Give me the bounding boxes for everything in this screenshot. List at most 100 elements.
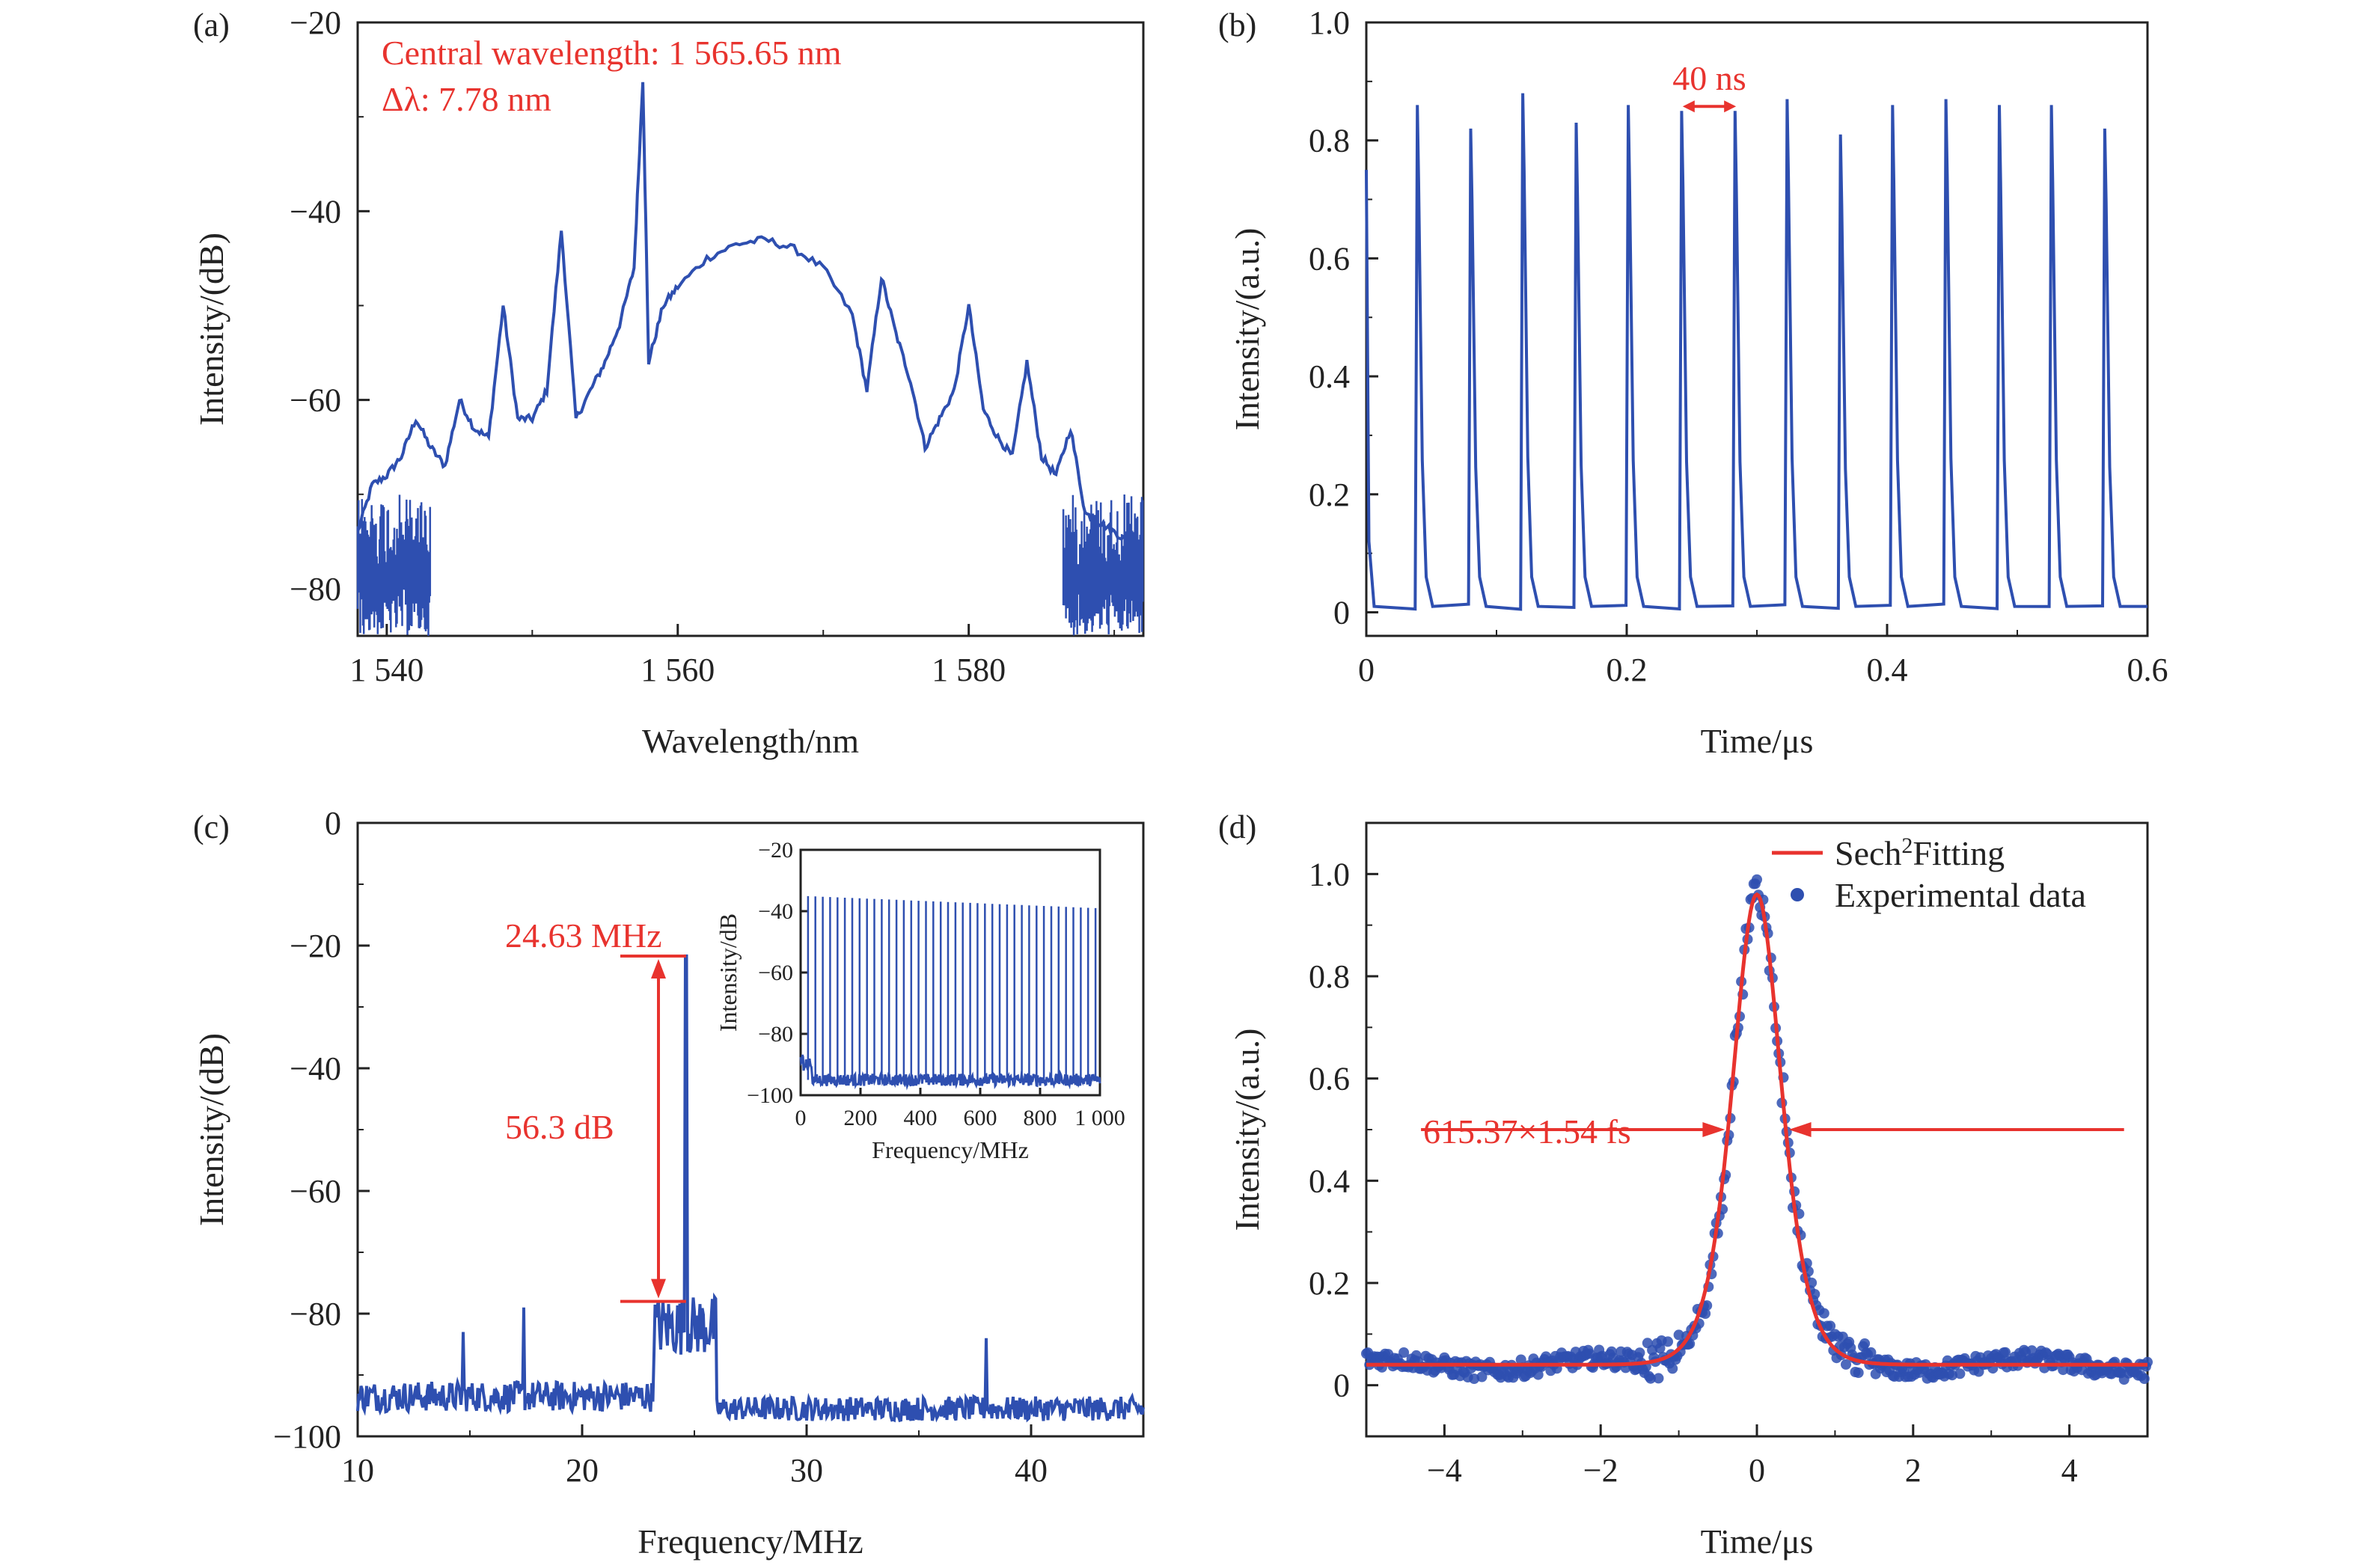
panel-c-ticks: 10 20 30 400 −20 −40 −60 −80 −100 <box>273 805 1144 1489</box>
experimental-point <box>1476 1371 1488 1382</box>
experimental-point <box>1634 1347 1645 1359</box>
x-tick-label: 0 <box>1358 652 1375 688</box>
x-tick-label: 600 <box>964 1106 997 1130</box>
y-tick-label: −60 <box>758 961 793 985</box>
inset-xlabel: Frequency/MHz <box>872 1136 1029 1163</box>
panel-a-label: (a) <box>193 7 230 43</box>
inset-harmonics <box>807 895 1097 1080</box>
y-tick-label: 0.4 <box>1309 358 1350 395</box>
experimental-point <box>2139 1373 2150 1384</box>
experimental-point <box>1947 1370 1957 1381</box>
y-tick-label: 0.4 <box>1309 1163 1350 1199</box>
experimental-point <box>1825 1320 1836 1332</box>
x-tick-label: −4 <box>1427 1452 1462 1489</box>
y-tick-label: −20 <box>290 928 341 964</box>
y-tick-label: 0.6 <box>1309 240 1350 277</box>
x-tick-label: 0 <box>795 1106 807 1130</box>
snr-arrow-head-bottom <box>651 1278 666 1299</box>
y-tick-label: 0 <box>1333 594 1350 631</box>
panel-a: (a) 1 540 1 560 1 580 −20 −40 −60 −80 Central … <box>192 4 1145 760</box>
experimental-point <box>2058 1365 2069 1376</box>
panel-b-pulse-train-line <box>1365 93 2148 611</box>
panel-a-spectrum-line <box>356 82 1144 553</box>
y-tick-label: −60 <box>290 1173 341 1210</box>
x-tick-label: 1 560 <box>641 652 715 688</box>
x-tick-label: 0 <box>1749 1452 1765 1489</box>
experimental-point <box>1398 1347 1410 1358</box>
x-tick-label: 1 000 <box>1074 1106 1125 1130</box>
x-tick-label: 4 <box>2061 1452 2078 1489</box>
panel-d-legend: Sech2Fitting Experimental data <box>1772 833 2086 914</box>
edge-noise <box>1062 494 1144 636</box>
panel-d-ylabel: Intensity/(a.u.) <box>1228 1029 1266 1231</box>
y-tick-label: −100 <box>747 1083 793 1108</box>
experimental-point <box>1853 1368 1864 1378</box>
x-tick-label: 400 <box>904 1106 938 1130</box>
x-tick-label: 800 <box>1024 1106 1057 1130</box>
experimental-point <box>1818 1308 1829 1319</box>
inset-ticks: 0 200 400 600 800 1 000 −20 −40 −60 −80 −100 <box>747 838 1125 1130</box>
x-tick-label: 30 <box>790 1452 823 1489</box>
panel-b-period-annotation <box>1682 100 1737 113</box>
panel-d-sech2-fit-line <box>1366 892 2147 1367</box>
panel-d-fwhm-arrows <box>1421 1122 2124 1137</box>
panel-d-label: (d) <box>1218 809 1256 845</box>
experimental-point <box>1667 1363 1678 1374</box>
inset-noise-floor <box>799 1054 1101 1091</box>
panel-d-xlabel: Time/μs <box>1701 1522 1814 1561</box>
x-tick-label: 2 <box>1905 1452 1922 1489</box>
period-arrow-head-left <box>1682 100 1695 113</box>
y-tick-label: 0.2 <box>1309 477 1350 513</box>
fwhm-arrow-left-head <box>1702 1122 1725 1137</box>
panel-a-ylabel: Intensity/(dB) <box>192 233 230 426</box>
y-tick-label: −60 <box>290 382 341 419</box>
y-tick-label: −80 <box>758 1022 793 1047</box>
experimental-point <box>1532 1369 1544 1380</box>
experimental-point <box>1700 1308 1711 1319</box>
x-tick-label: 10 <box>341 1452 374 1489</box>
experimental-point <box>1663 1336 1673 1347</box>
y-tick-label: −40 <box>758 899 793 924</box>
y-tick-label: 0.8 <box>1309 958 1350 995</box>
panel-d-fwhm-label: 615.37×1.54 fs <box>1423 1112 1631 1151</box>
y-tick-label: 0.6 <box>1309 1061 1350 1097</box>
panel-a-delta-lambda: Δλ: 7.78 nm <box>382 80 551 118</box>
legend-data-swatch <box>1791 888 1804 901</box>
fwhm-arrow-right-head <box>1788 1122 1812 1137</box>
x-tick-label: 20 <box>566 1452 599 1489</box>
panel-c-snr-annotation <box>620 954 686 1303</box>
edge-noise <box>356 494 432 636</box>
y-tick-label: 0.2 <box>1309 1265 1350 1302</box>
x-tick-label: 1 540 <box>349 652 424 688</box>
snr-arrow-head-top <box>651 958 666 979</box>
experimental-point <box>1653 1373 1664 1384</box>
experimental-point <box>1954 1368 1966 1379</box>
experimental-point <box>1865 1347 1877 1358</box>
y-tick-label: −80 <box>290 571 341 607</box>
x-tick-label: 0.2 <box>1607 652 1648 688</box>
panel-b: (b) 0 0.2 0.4 0.6 0 0.2 0.4 0.6 0.8 1.0 40 ns Tim… <box>1218 4 2168 760</box>
experimental-point <box>2000 1347 2011 1358</box>
experimental-point <box>1673 1329 1684 1341</box>
y-tick-label: −40 <box>290 1050 341 1087</box>
experimental-point <box>1809 1289 1821 1299</box>
inset-frame <box>799 848 1101 1097</box>
y-tick-label: −80 <box>290 1296 341 1332</box>
panel-a-ticks: 1 540 1 560 1 580 −20 −40 −60 −80 <box>290 4 1116 688</box>
y-tick-label: 0 <box>325 805 341 842</box>
experimental-point <box>1515 1354 1526 1365</box>
panel-c-ylabel: Intensity/(dB) <box>192 1033 230 1226</box>
panel-a-central-wavelength: Central wavelength: 1 565.65 nm <box>382 34 842 72</box>
y-tick-label: 0.8 <box>1309 123 1350 159</box>
panel-a-xlabel: Wavelength/nm <box>642 722 859 760</box>
panel-c-inset: 0 200 400 600 800 1 000 −20 −40 −60 −80 −100 Frequ… <box>715 838 1125 1163</box>
y-tick-label: 1.0 <box>1309 856 1350 892</box>
experimental-point <box>1645 1373 1656 1384</box>
legend-fit-label: Sech2Fitting <box>1835 833 2005 872</box>
y-tick-label: 0 <box>1333 1368 1350 1404</box>
x-tick-label: 0.6 <box>2127 652 2168 688</box>
y-tick-label: −20 <box>758 838 793 863</box>
legend-data-label: Experimental data <box>1835 876 2086 914</box>
panel-c-snr-label: 56.3 dB <box>505 1108 614 1146</box>
inset-ylabel: Intensity/dB <box>715 913 742 1032</box>
